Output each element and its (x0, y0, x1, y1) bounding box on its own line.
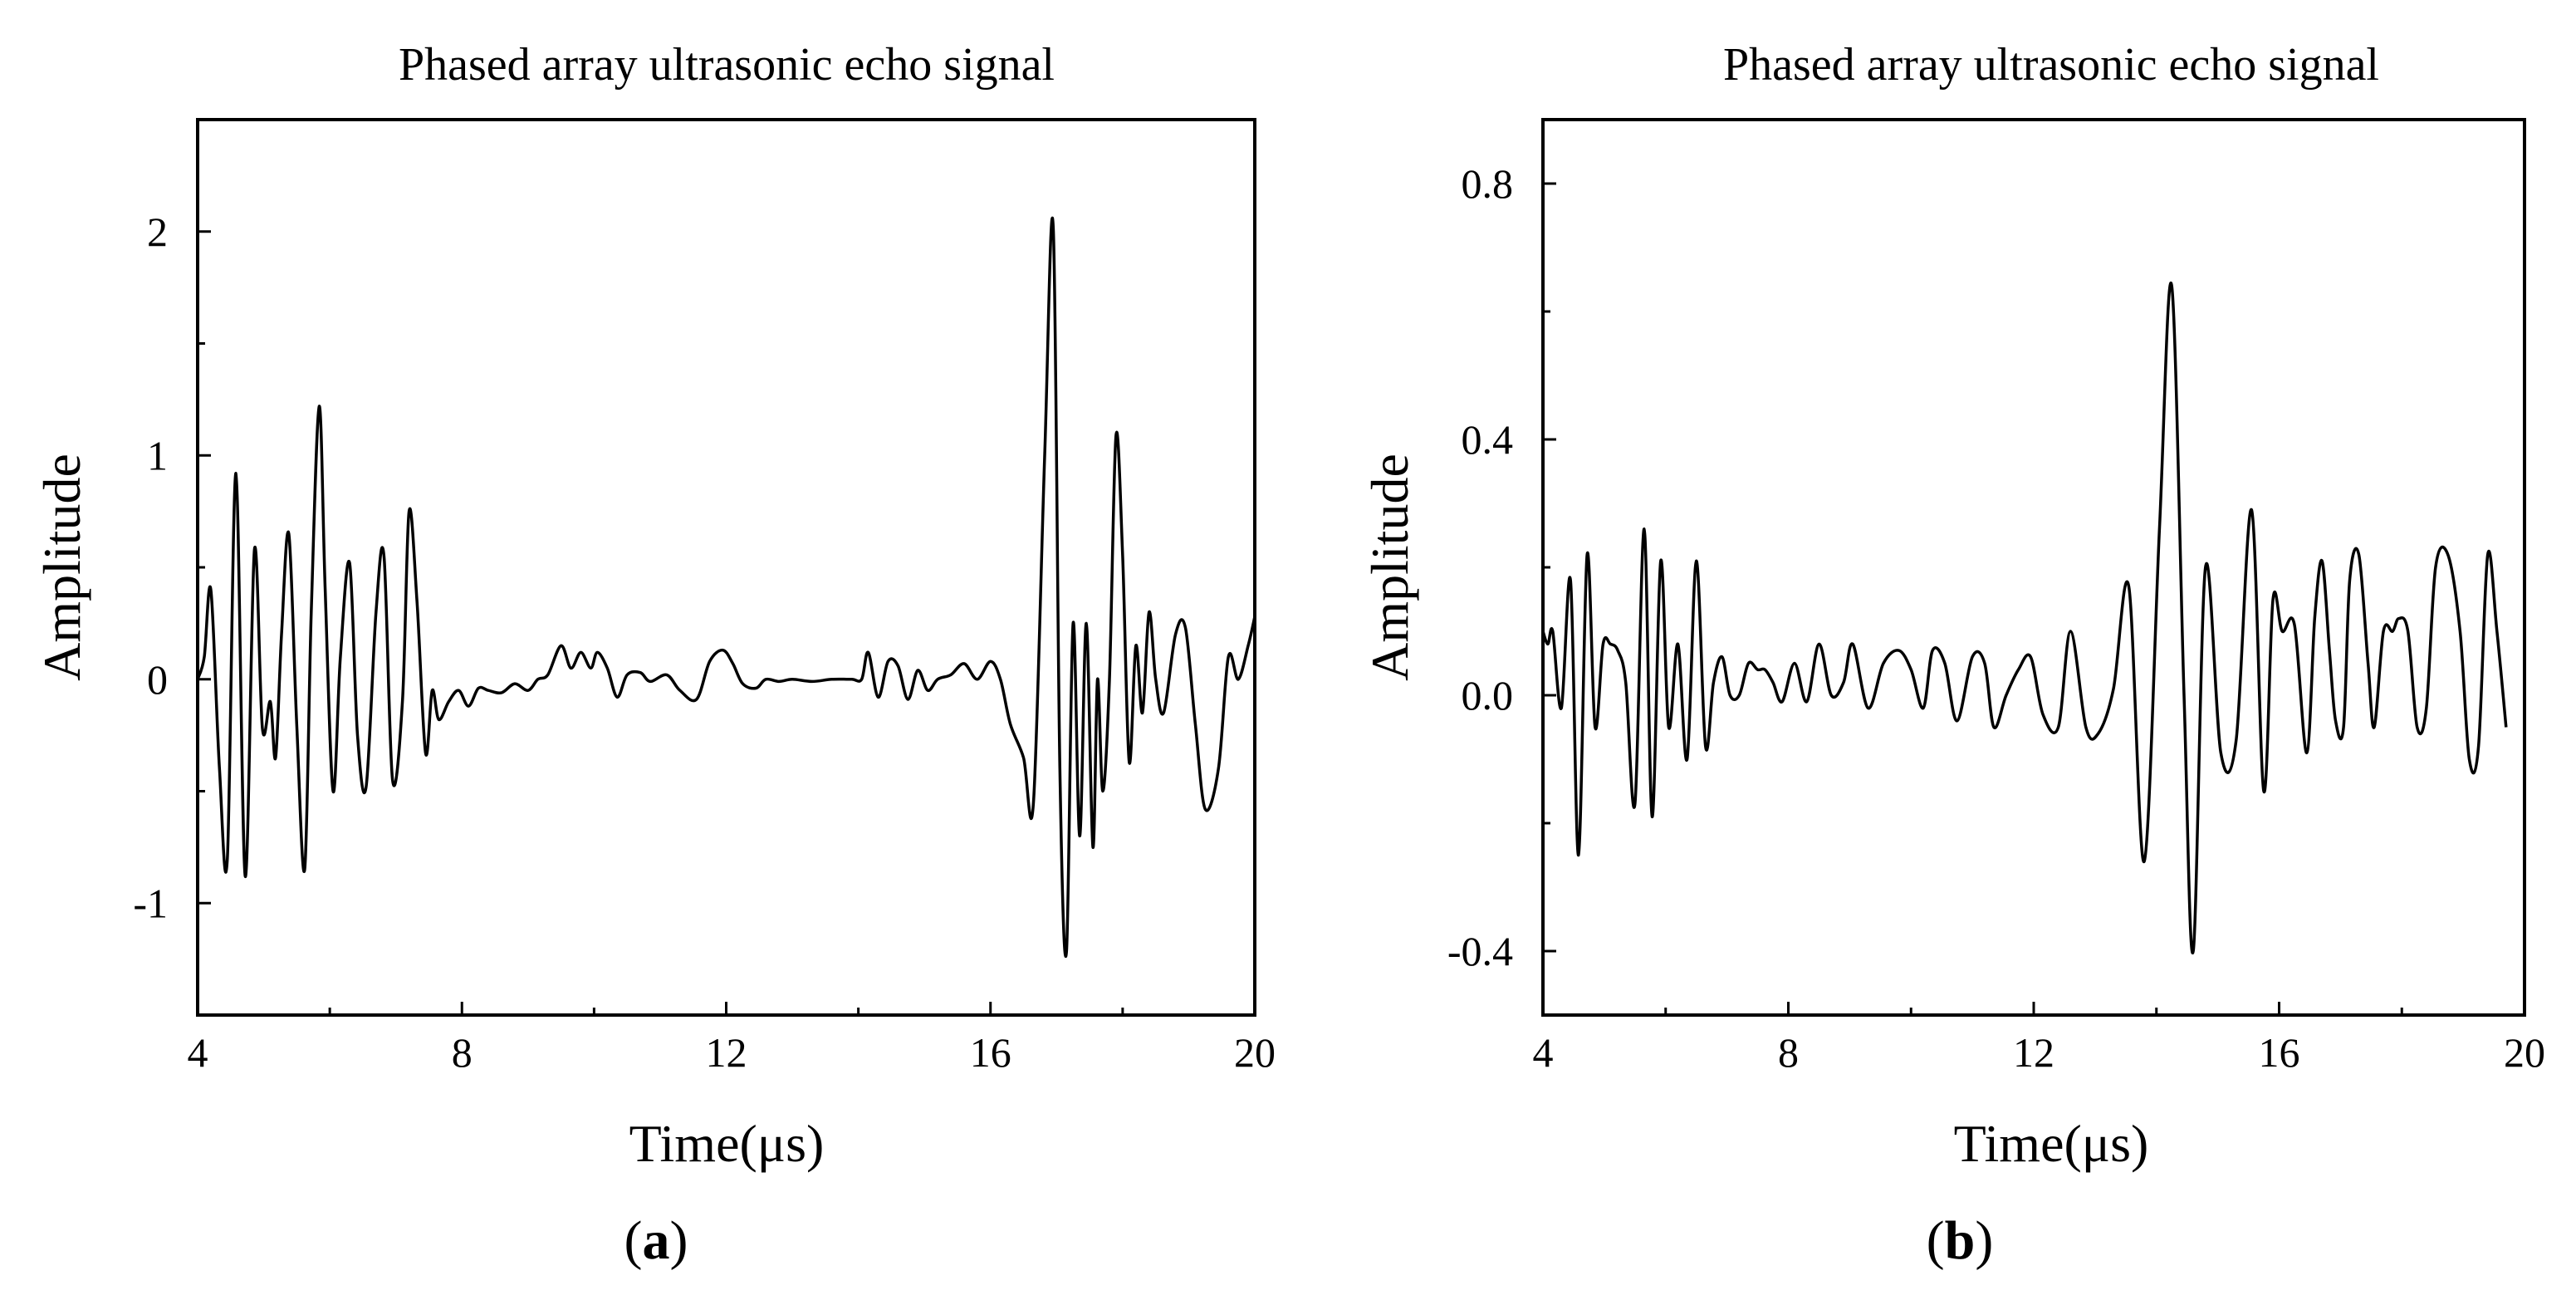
chart-a-y-tick-label: 0 (147, 656, 168, 703)
panel-b: Phased array ultrasonic echo signal 4 8 12… (1360, 39, 2545, 1271)
chart-a-y-tick-label: -1 (133, 880, 168, 926)
chart-a-x-tick-label: 4 (188, 1029, 208, 1076)
chart-a-x-tick-label: 8 (452, 1029, 473, 1076)
chart-b-x-tick-label: 20 (2504, 1029, 2545, 1076)
panel-a: Phased array ultrasonic echo signal 4 8 12… (32, 39, 1276, 1271)
chart-b-x-tick-label: 16 (2259, 1029, 2300, 1076)
chart-b-x-axis-label: Time(μs) (1954, 1114, 2149, 1173)
chart-b-plot-frame (1541, 118, 2526, 1017)
chart-a-series-line (196, 217, 1256, 959)
chart-a-x-tick-label: 12 (706, 1029, 747, 1076)
chart-a-panel-letter: a (643, 1210, 670, 1271)
chart-b-x-ticks: 4 8 12 16 20 (1533, 1002, 2545, 1076)
chart-a-y-ticks: -1 0 1 2 (133, 208, 211, 926)
chart-a-panel-label: (a) (624, 1210, 688, 1271)
chart-a-x-ticks: 4 8 12 16 20 (188, 1002, 1276, 1076)
chart-b-panel-letter: b (1945, 1210, 1976, 1271)
chart-b-y-tick-label: 0.4 (1462, 416, 1514, 463)
chart-a-y-tick-label: 1 (147, 432, 168, 478)
chart-b-y-tick-label: -0.4 (1447, 928, 1513, 974)
chart-b-y-axis-label: Amplitude (1360, 454, 1419, 681)
chart-b-series-line (1541, 282, 2508, 954)
chart-b-panel-label: (b) (1927, 1210, 1994, 1271)
chart-b-y-ticks: -0.4 0.0 0.4 0.8 (1447, 160, 1556, 974)
chart-b-title: Phased array ultrasonic echo signal (1723, 39, 2379, 91)
chart-b-x-tick-label: 4 (1533, 1029, 1554, 1076)
chart-a-y-tick-label: 2 (147, 208, 168, 255)
chart-a-y-axis-label: Amplitude (32, 454, 91, 681)
chart-b-y-tick-label: 0.0 (1462, 672, 1514, 719)
chart-a-plot-frame (196, 118, 1256, 1017)
chart-b-y-tick-label: 0.8 (1462, 160, 1514, 207)
chart-a-x-axis-label: Time(μs) (629, 1114, 825, 1173)
chart-a-x-tick-label: 20 (1234, 1029, 1276, 1076)
chart-b-x-tick-label: 8 (1778, 1029, 1799, 1076)
chart-a-title: Phased array ultrasonic echo signal (399, 39, 1055, 91)
chart-b-x-tick-label: 12 (2013, 1029, 2054, 1076)
chart-a-x-tick-label: 16 (970, 1029, 1011, 1076)
